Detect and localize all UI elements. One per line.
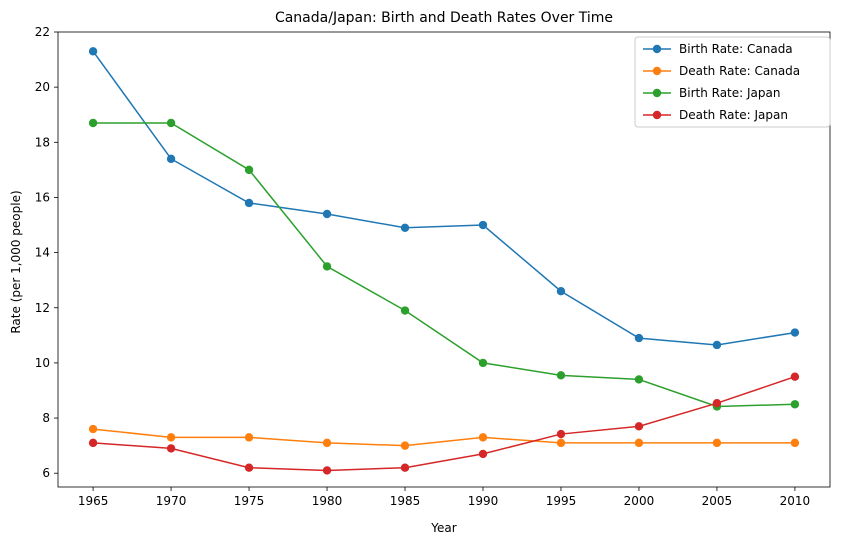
data-point: [322, 262, 332, 271]
x-tick-label: 1985: [390, 494, 421, 508]
data-point: [478, 358, 488, 368]
data-point: [244, 198, 254, 208]
legend-swatch-marker: [652, 44, 662, 54]
x-tick-label: 2010: [780, 494, 811, 508]
data-point: [712, 340, 722, 350]
data-point: [88, 438, 98, 448]
data-point: [634, 375, 644, 384]
legend-frame: [634, 36, 831, 128]
y-tick-label: 20: [35, 80, 50, 94]
data-point: [634, 422, 644, 431]
legend: Birth Rate: Canada Death Rate: Canada Birt…: [634, 36, 831, 128]
x-tick-label: 1995: [546, 494, 577, 508]
data-point: [478, 220, 488, 230]
data-point: [790, 372, 800, 381]
data-point: [400, 463, 410, 472]
x-tick-label: 1975: [234, 494, 265, 508]
legend-entry-label: Death Rate: Canada: [679, 64, 800, 78]
y-tick-label: 18: [35, 135, 50, 149]
legend-entry-label: Birth Rate: Japan: [679, 86, 780, 100]
plot-frame: [57, 31, 831, 488]
data-point: [88, 118, 98, 128]
legend-entry-label: Death Rate: Japan: [679, 108, 788, 122]
data-point: [556, 429, 566, 439]
data-point: [244, 463, 254, 472]
data-point: [166, 154, 176, 164]
series-line: [92, 50, 796, 346]
data-point: [556, 371, 566, 380]
data-point: [712, 398, 722, 408]
data-point: [712, 438, 722, 448]
y-tick-label: 22: [35, 25, 50, 39]
data-point: [790, 328, 800, 337]
series-line: [93, 428, 795, 447]
data-point: [556, 438, 566, 448]
legend-swatch-marker: [652, 88, 662, 98]
data-point: [400, 223, 410, 232]
data-point: [478, 449, 488, 459]
x-tick-label: 1980: [312, 494, 343, 508]
data-point: [790, 400, 800, 409]
plot-area: 1965 1970 1975 1980 1985 1990 1995 2000 2005 2010…: [35, 25, 831, 508]
y-axis-label: Rate (per 1,000 people): [9, 190, 23, 333]
x-tick-label: 1965: [78, 494, 109, 508]
data-point: [166, 118, 176, 128]
y-tick-label: 8: [42, 411, 50, 425]
data-point: [322, 209, 332, 219]
data-point: [634, 333, 644, 343]
data-point: [322, 438, 332, 448]
data-point: [322, 466, 332, 475]
y-tick-label: 14: [35, 246, 50, 260]
legend-entry-label: Birth Rate: Canada: [679, 42, 793, 56]
legend-swatch-marker: [652, 110, 662, 120]
y-tick-label: 12: [35, 301, 50, 315]
x-tick-label: 2000: [624, 494, 655, 508]
data-point: [166, 433, 176, 442]
data-point: [244, 165, 254, 175]
data-point: [244, 433, 254, 442]
data-point: [400, 441, 410, 450]
legend-swatch-marker: [652, 66, 662, 76]
data-point: [166, 444, 176, 453]
x-axis-label: Year: [430, 521, 456, 535]
chart-title: Canada/Japan: Birth and Death Rates Over…: [275, 10, 613, 26]
data-point: [88, 47, 98, 56]
data-point: [88, 424, 98, 434]
y-tick-label: 16: [35, 190, 50, 204]
data-point: [634, 438, 644, 448]
series-line: [93, 375, 796, 472]
series-line: [93, 122, 795, 408]
y-tick-label: 10: [35, 356, 50, 370]
x-tick-label: 1970: [156, 494, 187, 508]
data-point: [556, 287, 566, 296]
y-tick-label: 6: [42, 466, 50, 480]
data-point: [790, 438, 800, 448]
x-tick-label: 2005: [702, 494, 733, 508]
x-tick-label: 1990: [468, 494, 499, 508]
data-point: [478, 433, 488, 442]
data-point: [400, 306, 410, 315]
